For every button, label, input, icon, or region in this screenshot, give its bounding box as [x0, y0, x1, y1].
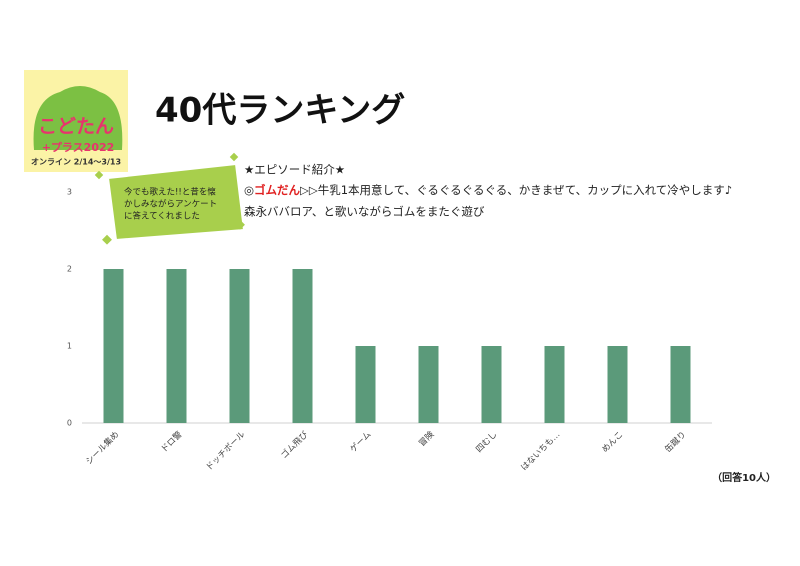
logo-shape — [33, 86, 123, 150]
decoration — [102, 234, 112, 245]
episode-text: ◎ — [244, 183, 254, 197]
decoration — [235, 219, 245, 230]
y-tick-label: 0 — [67, 419, 72, 428]
logo-text: オンライン 2/14～3/13 — [31, 158, 121, 167]
decoration — [229, 152, 239, 162]
episode-line: 森永ババロア、と歌いながらゴムをまたぐ遊び — [244, 205, 485, 219]
logo-text: こどたん — [38, 116, 114, 138]
episode: ★エピソード紹介★ ◎ゴムだん▷▷牛乳1本用意して、ぐるぐるぐるぐる、かきまぜて… — [244, 163, 732, 219]
episode-line: ◎ゴムだん▷▷牛乳1本用意して、ぐるぐるぐるぐる、かきまぜて、カップに入れて冷や… — [244, 183, 732, 197]
callout-text: かしみながらアンケート — [124, 199, 217, 210]
bar — [607, 346, 628, 423]
logo-text: +プラス2022 — [42, 140, 115, 154]
bar — [355, 346, 376, 423]
y-tick-label: 2 — [67, 265, 72, 274]
callout-text: 今でも歌えた!!と昔を懐 — [124, 187, 216, 198]
callout-box — [106, 162, 246, 242]
episode-heading: ★エピソード紹介★ — [244, 163, 345, 177]
bar — [292, 269, 313, 423]
y-tick-label: 1 — [67, 342, 72, 351]
decoration — [94, 170, 104, 180]
bar — [670, 346, 691, 423]
bar — [481, 346, 502, 423]
bar — [166, 269, 187, 423]
episode-text: ▷▷牛乳1本用意して、ぐるぐるぐるぐる、かきまぜて、カップに入れて冷やします♪ — [300, 183, 732, 197]
bar — [418, 346, 439, 423]
callout-text: に答えてくれました — [124, 211, 200, 222]
bar — [103, 269, 124, 423]
note: （回答10人） — [712, 471, 776, 484]
bar — [229, 269, 250, 423]
y-tick-label: 3 — [67, 188, 72, 197]
chart-title: 40代ランキング — [155, 91, 405, 131]
episode-highlight: ゴムだん — [254, 183, 300, 197]
bar — [544, 346, 565, 423]
logo: こどたん +プラス2022 オンライン 2/14～3/13 — [24, 70, 128, 172]
callout: 今でも歌えた!!と昔を懐 かしみながらアンケート に答えてくれました — [94, 152, 246, 245]
